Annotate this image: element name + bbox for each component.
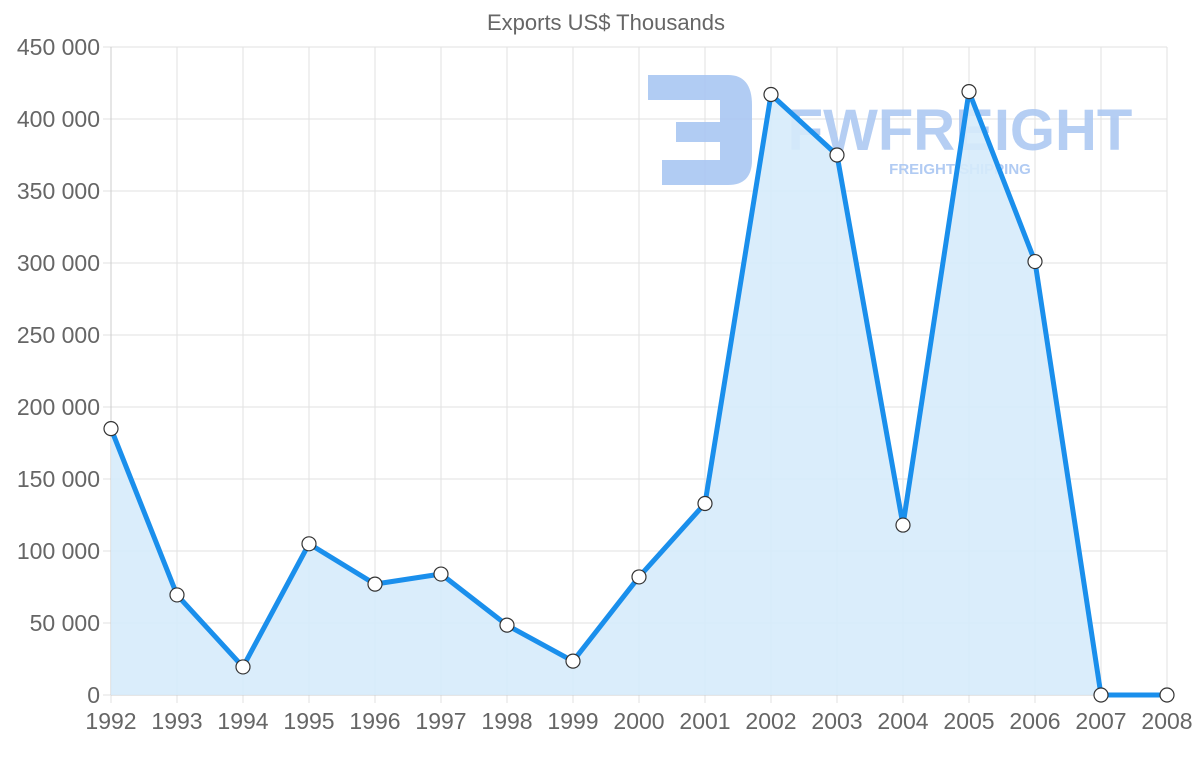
x-tick-label: 2004 (877, 708, 928, 734)
y-tick-label: 200 000 (17, 394, 100, 420)
series-fill (111, 91, 1167, 696)
x-tick-label: 1993 (151, 708, 202, 734)
y-tick-label: 50 000 (30, 610, 100, 636)
x-tick-label: 1992 (85, 708, 136, 734)
data-point-2008[interactable] (1159, 687, 1175, 703)
y-tick-label: 300 000 (17, 250, 100, 276)
axis-tick-labels: 0 50 000 100 000 150 000 200 000 250 000 300 0… (17, 34, 1193, 734)
y-tick-label: 150 000 (17, 466, 100, 492)
x-tick-label: 2007 (1075, 708, 1126, 734)
y-tick-label: 250 000 (17, 322, 100, 348)
data-point-2002[interactable] (763, 86, 779, 103)
x-tick-label: 1995 (283, 708, 334, 734)
x-tick-label: 2006 (1009, 708, 1060, 734)
data-point-1995[interactable] (301, 536, 317, 552)
fwfreight-watermark: FWFREIGHT FREIGHT SHIPPING (648, 75, 1132, 185)
data-point-1999[interactable] (565, 653, 581, 669)
x-tick-label: 2005 (943, 708, 994, 734)
chart-title: Exports US$ Thousands (487, 10, 725, 35)
y-tick-label: 350 000 (17, 178, 100, 204)
data-point-1997[interactable] (433, 566, 449, 582)
fwfreight-logo-icon (648, 75, 752, 185)
x-tick-label: 1996 (349, 708, 400, 734)
y-tick-label: 450 000 (17, 34, 100, 60)
data-point-1996[interactable] (367, 576, 383, 592)
x-tick-label: 2000 (613, 708, 664, 734)
data-point-2005[interactable] (961, 84, 977, 100)
data-point-1998[interactable] (499, 617, 515, 633)
series-area (103, 84, 1175, 703)
data-point-2000[interactable] (631, 569, 647, 585)
data-point-1992[interactable] (103, 421, 119, 437)
y-tick-label: 400 000 (17, 106, 100, 132)
y-tick-label: 100 000 (17, 538, 100, 564)
x-tick-label: 2001 (679, 708, 730, 734)
x-tick-label: 2003 (811, 708, 862, 734)
data-point-1994[interactable] (235, 659, 251, 675)
data-point-2006[interactable] (1027, 253, 1043, 270)
x-tick-label: 2008 (1141, 708, 1192, 734)
x-tick-label: 1999 (547, 708, 598, 734)
data-point-2007[interactable] (1093, 687, 1109, 703)
x-tick-label: 2002 (745, 708, 796, 734)
data-point-2001[interactable] (697, 495, 713, 512)
data-point-1993[interactable] (169, 587, 185, 603)
x-tick-label: 1998 (481, 708, 532, 734)
data-point-2004[interactable] (895, 517, 911, 533)
x-tick-label: 1994 (217, 708, 268, 734)
x-tick-label: 1997 (415, 708, 466, 734)
y-tick-label: 0 (87, 682, 100, 708)
data-point-2003[interactable] (829, 147, 845, 163)
